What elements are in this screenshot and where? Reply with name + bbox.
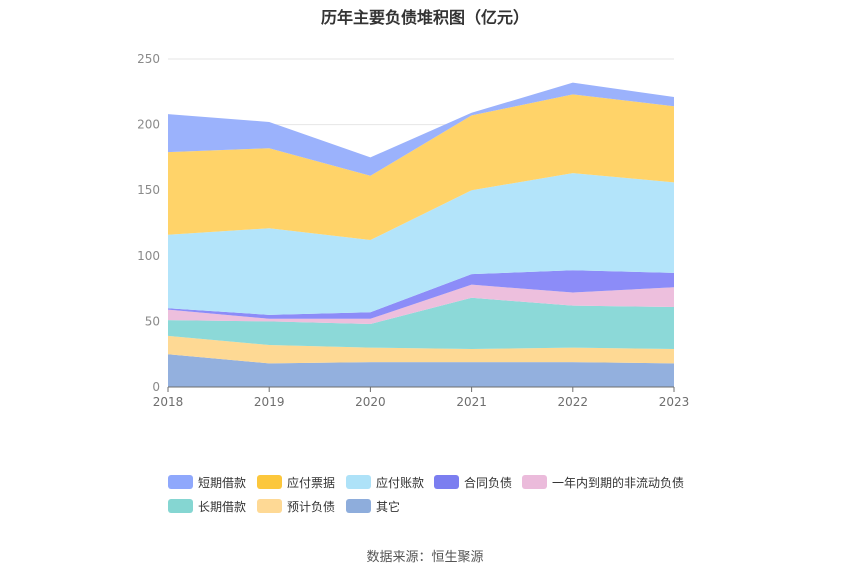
legend-item[interactable]: 短期借款 <box>168 474 246 490</box>
x-tick-label: 2022 <box>558 395 589 409</box>
legend-item[interactable]: 一年内到期的非流动负债 <box>522 474 684 490</box>
area-长期借款 <box>168 297 674 349</box>
legend-item[interactable]: 预计负债 <box>257 498 335 514</box>
legend-label: 合同负债 <box>464 475 513 490</box>
legend-label: 其它 <box>376 499 401 514</box>
legend-label: 应付账款 <box>376 475 425 490</box>
area-其它 <box>168 354 674 387</box>
y-tick-label: 150 <box>137 183 160 197</box>
chart-title: 历年主要负债堆积图（亿元） <box>320 8 529 27</box>
legend-item[interactable]: 其它 <box>346 498 400 514</box>
legend-swatch <box>346 475 371 489</box>
legend-swatch <box>346 499 371 513</box>
legend-label: 长期借款 <box>198 499 247 514</box>
y-tick-label: 200 <box>137 118 160 132</box>
legend-item[interactable]: 应付账款 <box>346 474 424 490</box>
legend-swatch <box>434 475 459 489</box>
y-tick-label: 50 <box>145 314 160 328</box>
y-tick-label: 0 <box>152 380 160 394</box>
x-tick-label: 2023 <box>659 395 690 409</box>
area-预计负债 <box>168 335 674 364</box>
legend-swatch <box>168 475 193 489</box>
x-tick-label: 2018 <box>153 395 184 409</box>
area-应付账款 <box>168 173 674 315</box>
area-短期借款 <box>168 82 674 176</box>
area-合同负债 <box>168 270 674 319</box>
legend-swatch <box>168 499 193 513</box>
legend-swatch <box>257 499 282 513</box>
legend-item[interactable]: 长期借款 <box>168 498 246 514</box>
legend-label: 短期借款 <box>198 475 247 490</box>
x-tick-label: 2021 <box>456 395 487 409</box>
data-source: 数据来源：恒生聚源 <box>366 550 484 565</box>
area-一年内到期的非流动负债 <box>168 284 674 325</box>
x-tick-label: 2019 <box>254 395 285 409</box>
y-tick-label: 250 <box>137 52 160 66</box>
area-应付票据 <box>168 94 674 241</box>
legend-item[interactable]: 合同负债 <box>434 474 512 490</box>
legend-label: 一年内到期的非流动负债 <box>552 475 685 490</box>
legend-swatch <box>257 475 282 489</box>
x-tick-label: 2020 <box>355 395 386 409</box>
legend-item[interactable]: 应付票据 <box>257 474 335 490</box>
legend-label: 应付票据 <box>287 475 336 490</box>
legend-label: 预计负债 <box>287 499 336 514</box>
legend-swatch <box>522 475 547 489</box>
y-tick-label: 100 <box>137 249 160 263</box>
